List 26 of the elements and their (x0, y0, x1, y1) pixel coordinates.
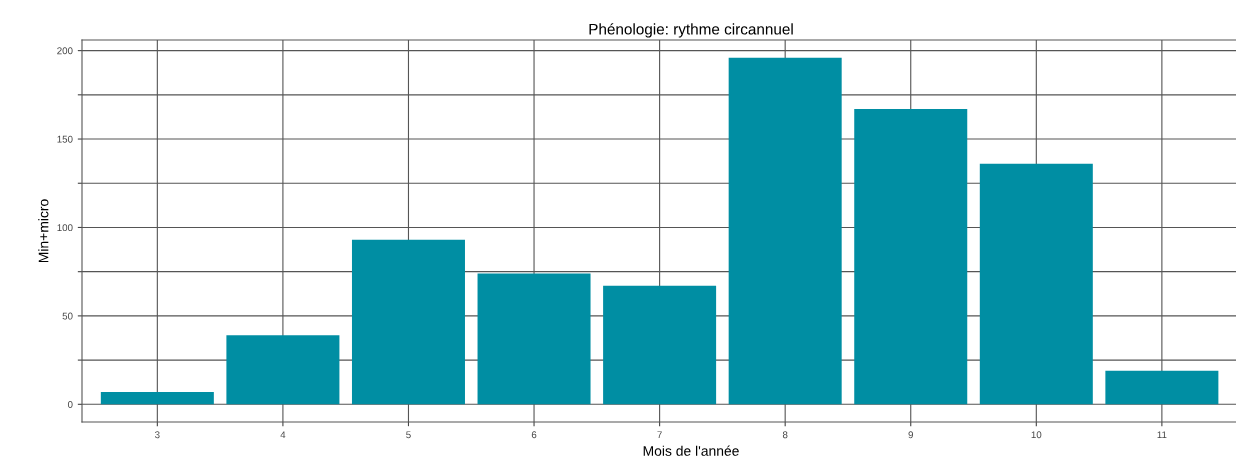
bar (477, 273, 591, 405)
chart-title: Phénologie: rythme circannuel (589, 23, 793, 38)
x-tick-label: 9 (908, 431, 913, 439)
x-tick-label: 6 (531, 431, 537, 439)
y-tick-label: 100 (57, 224, 73, 232)
bar (226, 335, 340, 405)
x-axis-title: Mois de l'année (643, 445, 739, 456)
y-tick-label: 0 (67, 401, 73, 408)
bar (603, 285, 717, 405)
x-tick-label: 7 (657, 431, 662, 439)
bar (979, 163, 1093, 405)
x-tick-label: 5 (406, 431, 411, 439)
y-tick-label: 200 (57, 47, 73, 55)
bar (100, 391, 214, 405)
bar (854, 108, 968, 405)
x-tick-label: 10 (1031, 431, 1042, 439)
y-tick-label: 50 (62, 312, 73, 320)
bar (351, 239, 465, 405)
x-tick-label: 11 (1157, 431, 1167, 439)
x-tick-label: 3 (155, 431, 160, 439)
bar (1105, 370, 1219, 405)
x-tick-label: 8 (782, 431, 788, 439)
bar (728, 57, 842, 405)
x-tick-label: 4 (280, 431, 286, 439)
y-axis-title: Min+micro (38, 199, 49, 263)
y-tick-label: 150 (57, 135, 73, 143)
